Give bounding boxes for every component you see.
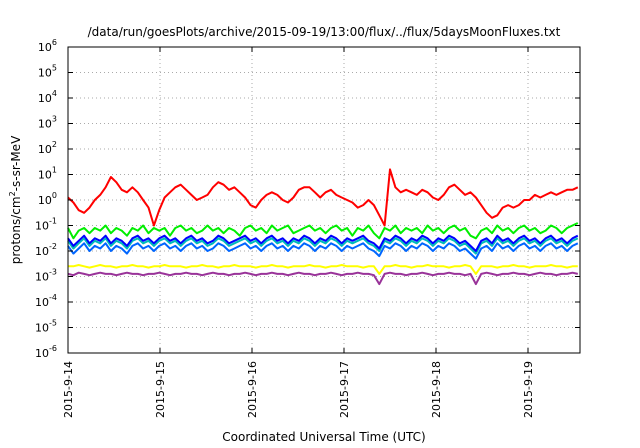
y-tick-label: 10-1	[35, 217, 57, 233]
y-tick-base: 10	[35, 296, 49, 309]
y-tick-label: 105	[38, 64, 57, 80]
y-tick-exponent: 5	[52, 64, 57, 73]
series-line-4	[67, 242, 579, 260]
y-tick-base: 10	[35, 220, 49, 233]
y-tick-label: 10-5	[35, 319, 57, 335]
x-tick-label: 2015-9-16	[246, 361, 259, 418]
y-tick-exponent: 0	[52, 191, 57, 200]
y-axis-label-sup: 2	[8, 191, 17, 196]
y-tick-exponent: 1	[52, 166, 57, 175]
series-line-3	[67, 234, 579, 252]
x-axis-label: Coordinated Universal Time (UTC)	[222, 430, 425, 444]
y-tick-base: 10	[38, 118, 52, 131]
y-tick-base: 10	[35, 245, 49, 258]
y-axis-label-base: protons/cm	[9, 196, 23, 264]
x-tick-label: 2015-9-14	[62, 361, 75, 418]
x-tick-label: 2015-9-15	[154, 361, 167, 418]
y-tick-label: 10-6	[35, 344, 57, 360]
series-line-0	[67, 168, 579, 227]
series-line-1	[67, 222, 579, 240]
y-tick-exponent: -5	[49, 319, 57, 328]
y-axis: 10-610-510-410-310-210-11001011021031041…	[35, 38, 580, 360]
series-line-5	[68, 264, 578, 275]
y-tick-base: 10	[38, 143, 52, 156]
y-tick-label: 10-3	[35, 268, 57, 284]
y-tick-exponent: 6	[52, 38, 57, 47]
y-tick-exponent: 4	[52, 89, 57, 98]
y-tick-label: 102	[38, 140, 57, 156]
y-tick-exponent: -4	[49, 293, 57, 302]
y-tick-label: 106	[38, 38, 57, 54]
y-axis-label-rest: -s-sr-MeV	[9, 135, 23, 191]
x-tick-label: 2015-9-18	[430, 361, 443, 418]
x-tick-label: 2015-9-17	[338, 361, 351, 418]
series-line-6	[67, 271, 579, 286]
y-axis-label: protons/cm2-s-sr-MeV	[8, 135, 23, 264]
y-tick-label: 100	[38, 191, 57, 207]
y-tick-exponent: -3	[49, 268, 57, 277]
y-tick-label: 10-4	[35, 293, 57, 309]
y-tick-exponent: -1	[49, 217, 57, 226]
y-tick-base: 10	[38, 169, 52, 182]
y-tick-base: 10	[35, 271, 49, 284]
y-tick-exponent: -6	[49, 344, 57, 353]
y-tick-base: 10	[38, 92, 52, 105]
y-tick-label: 101	[38, 166, 57, 182]
chart-title: /data/run/goesPlots/archive/2015-09-19/1…	[88, 25, 561, 39]
y-tick-exponent: 2	[52, 140, 57, 149]
x-tick-label: 2015-9-19	[522, 361, 535, 418]
y-tick-base: 10	[38, 41, 52, 54]
y-tick-base: 10	[38, 194, 52, 207]
y-tick-base: 10	[35, 322, 49, 335]
y-tick-exponent: -2	[49, 242, 57, 251]
y-tick-label: 10-2	[35, 242, 57, 258]
y-tick-exponent: 3	[52, 115, 57, 124]
y-tick-base: 10	[38, 67, 52, 80]
y-tick-base: 10	[35, 347, 49, 360]
grid	[68, 47, 580, 353]
series-line-2	[67, 237, 579, 255]
y-tick-label: 104	[38, 89, 57, 105]
series-group	[67, 168, 579, 286]
y-tick-label: 103	[38, 115, 57, 131]
x-axis: 2015-9-14 2015-9-15 2015-9-16 2015-9-17 2015…	[62, 47, 535, 418]
